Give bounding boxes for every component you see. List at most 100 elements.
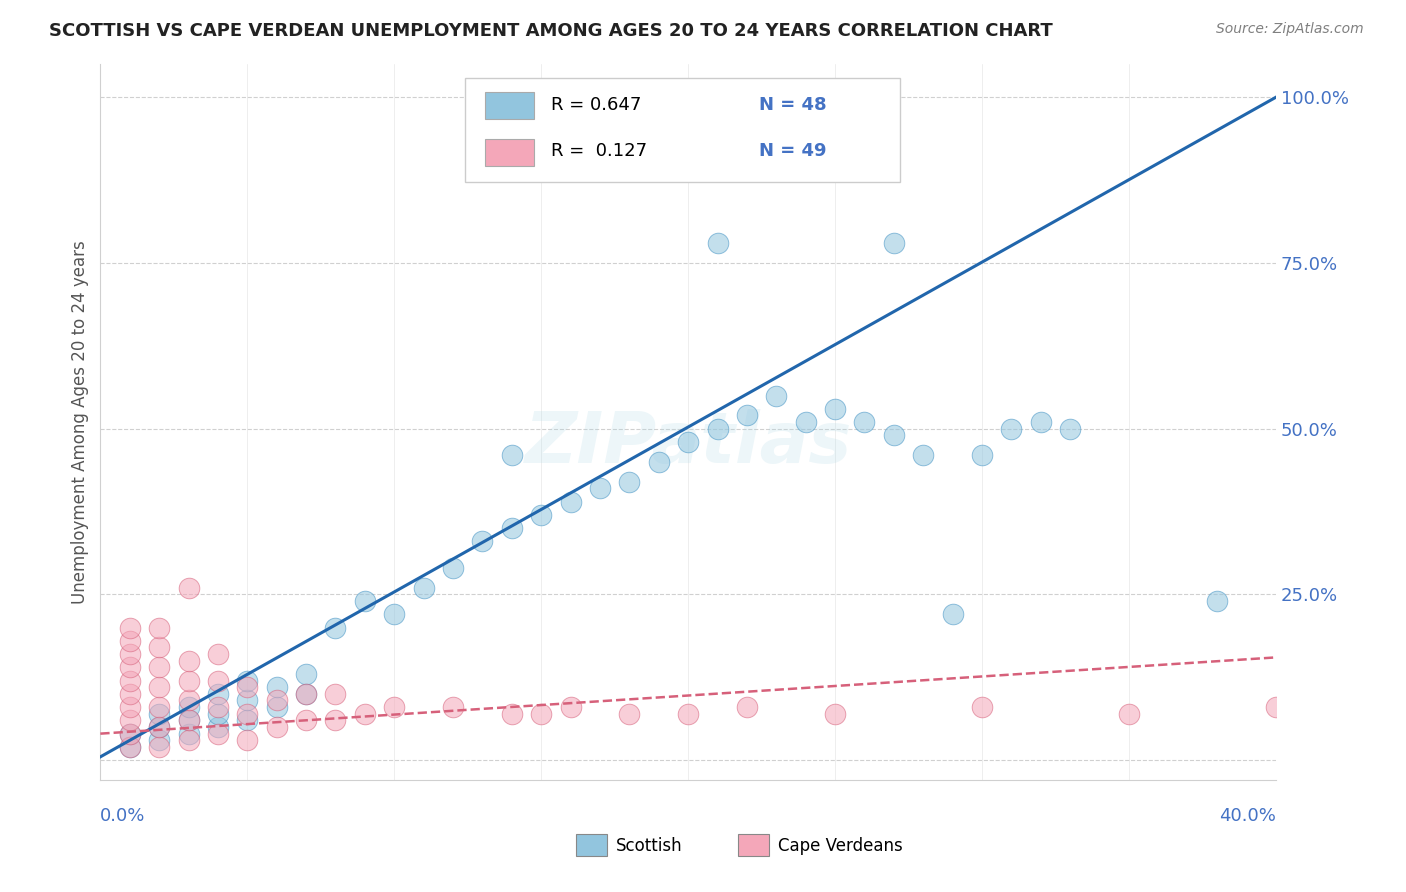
Point <box>118 726 141 740</box>
Point <box>236 680 259 694</box>
Point <box>295 687 318 701</box>
Point <box>118 739 141 754</box>
Point <box>295 714 318 728</box>
Point <box>295 687 318 701</box>
Point <box>177 581 200 595</box>
Point <box>706 422 728 436</box>
Point <box>148 706 170 721</box>
Point <box>118 633 141 648</box>
Point <box>118 660 141 674</box>
Point <box>382 700 405 714</box>
Point <box>765 388 787 402</box>
Point <box>236 673 259 688</box>
Point <box>177 700 200 714</box>
Point <box>382 607 405 622</box>
Point <box>589 481 612 495</box>
Point <box>735 700 758 714</box>
FancyBboxPatch shape <box>465 78 900 182</box>
Point <box>883 235 905 250</box>
Point <box>325 687 347 701</box>
Point <box>354 594 377 608</box>
Text: R =  0.127: R = 0.127 <box>551 143 647 161</box>
Point <box>794 415 817 429</box>
Point <box>266 693 288 707</box>
Point <box>266 680 288 694</box>
Point <box>560 494 582 508</box>
Point <box>118 739 141 754</box>
Point <box>942 607 965 622</box>
Point <box>118 700 141 714</box>
Point <box>883 428 905 442</box>
Point <box>118 714 141 728</box>
Point <box>148 720 170 734</box>
Text: Cape Verdeans: Cape Verdeans <box>778 837 903 855</box>
Point <box>148 660 170 674</box>
Point <box>501 448 523 462</box>
Point <box>266 700 288 714</box>
Point <box>912 448 935 462</box>
Text: N = 48: N = 48 <box>759 95 827 114</box>
Point <box>118 647 141 661</box>
Point <box>148 640 170 655</box>
Point <box>471 534 494 549</box>
Point <box>148 733 170 747</box>
Text: 0.0%: 0.0% <box>100 806 146 824</box>
Point <box>177 714 200 728</box>
Point <box>676 434 699 449</box>
Point <box>501 706 523 721</box>
Point <box>177 726 200 740</box>
Point <box>706 235 728 250</box>
Point <box>295 667 318 681</box>
Point <box>266 720 288 734</box>
Point <box>236 706 259 721</box>
Text: ZIPatlas: ZIPatlas <box>524 409 852 478</box>
Point <box>236 714 259 728</box>
Point <box>207 647 229 661</box>
Point <box>441 700 464 714</box>
Point <box>207 706 229 721</box>
Point <box>207 687 229 701</box>
Point <box>1118 706 1140 721</box>
Point <box>325 621 347 635</box>
Point <box>207 700 229 714</box>
Point <box>530 508 553 522</box>
Point <box>619 475 641 489</box>
Point <box>207 726 229 740</box>
Text: 40.0%: 40.0% <box>1219 806 1277 824</box>
Bar <box>485 92 534 120</box>
Point <box>148 720 170 734</box>
Point <box>1206 594 1229 608</box>
Point <box>148 680 170 694</box>
Bar <box>485 138 534 166</box>
Point <box>648 455 671 469</box>
Point <box>530 706 553 721</box>
Point <box>441 561 464 575</box>
Point <box>735 409 758 423</box>
Text: SCOTTISH VS CAPE VERDEAN UNEMPLOYMENT AMONG AGES 20 TO 24 YEARS CORRELATION CHAR: SCOTTISH VS CAPE VERDEAN UNEMPLOYMENT AM… <box>49 22 1053 40</box>
Text: N = 49: N = 49 <box>759 143 827 161</box>
Point <box>560 700 582 714</box>
Point <box>118 673 141 688</box>
Point <box>824 706 846 721</box>
Point <box>177 733 200 747</box>
Point <box>177 654 200 668</box>
Text: Scottish: Scottish <box>616 837 682 855</box>
Point <box>207 673 229 688</box>
Text: Source: ZipAtlas.com: Source: ZipAtlas.com <box>1216 22 1364 37</box>
Point <box>501 521 523 535</box>
Point <box>354 706 377 721</box>
Point <box>412 581 434 595</box>
Point <box>325 714 347 728</box>
Point <box>148 700 170 714</box>
Point <box>676 706 699 721</box>
Point <box>236 693 259 707</box>
Point <box>1000 422 1022 436</box>
Point <box>853 415 876 429</box>
Point <box>1029 415 1052 429</box>
Text: R = 0.647: R = 0.647 <box>551 95 641 114</box>
Point <box>824 401 846 416</box>
Y-axis label: Unemployment Among Ages 20 to 24 years: Unemployment Among Ages 20 to 24 years <box>72 240 89 604</box>
Point <box>177 693 200 707</box>
Point <box>1265 700 1288 714</box>
Point <box>118 621 141 635</box>
